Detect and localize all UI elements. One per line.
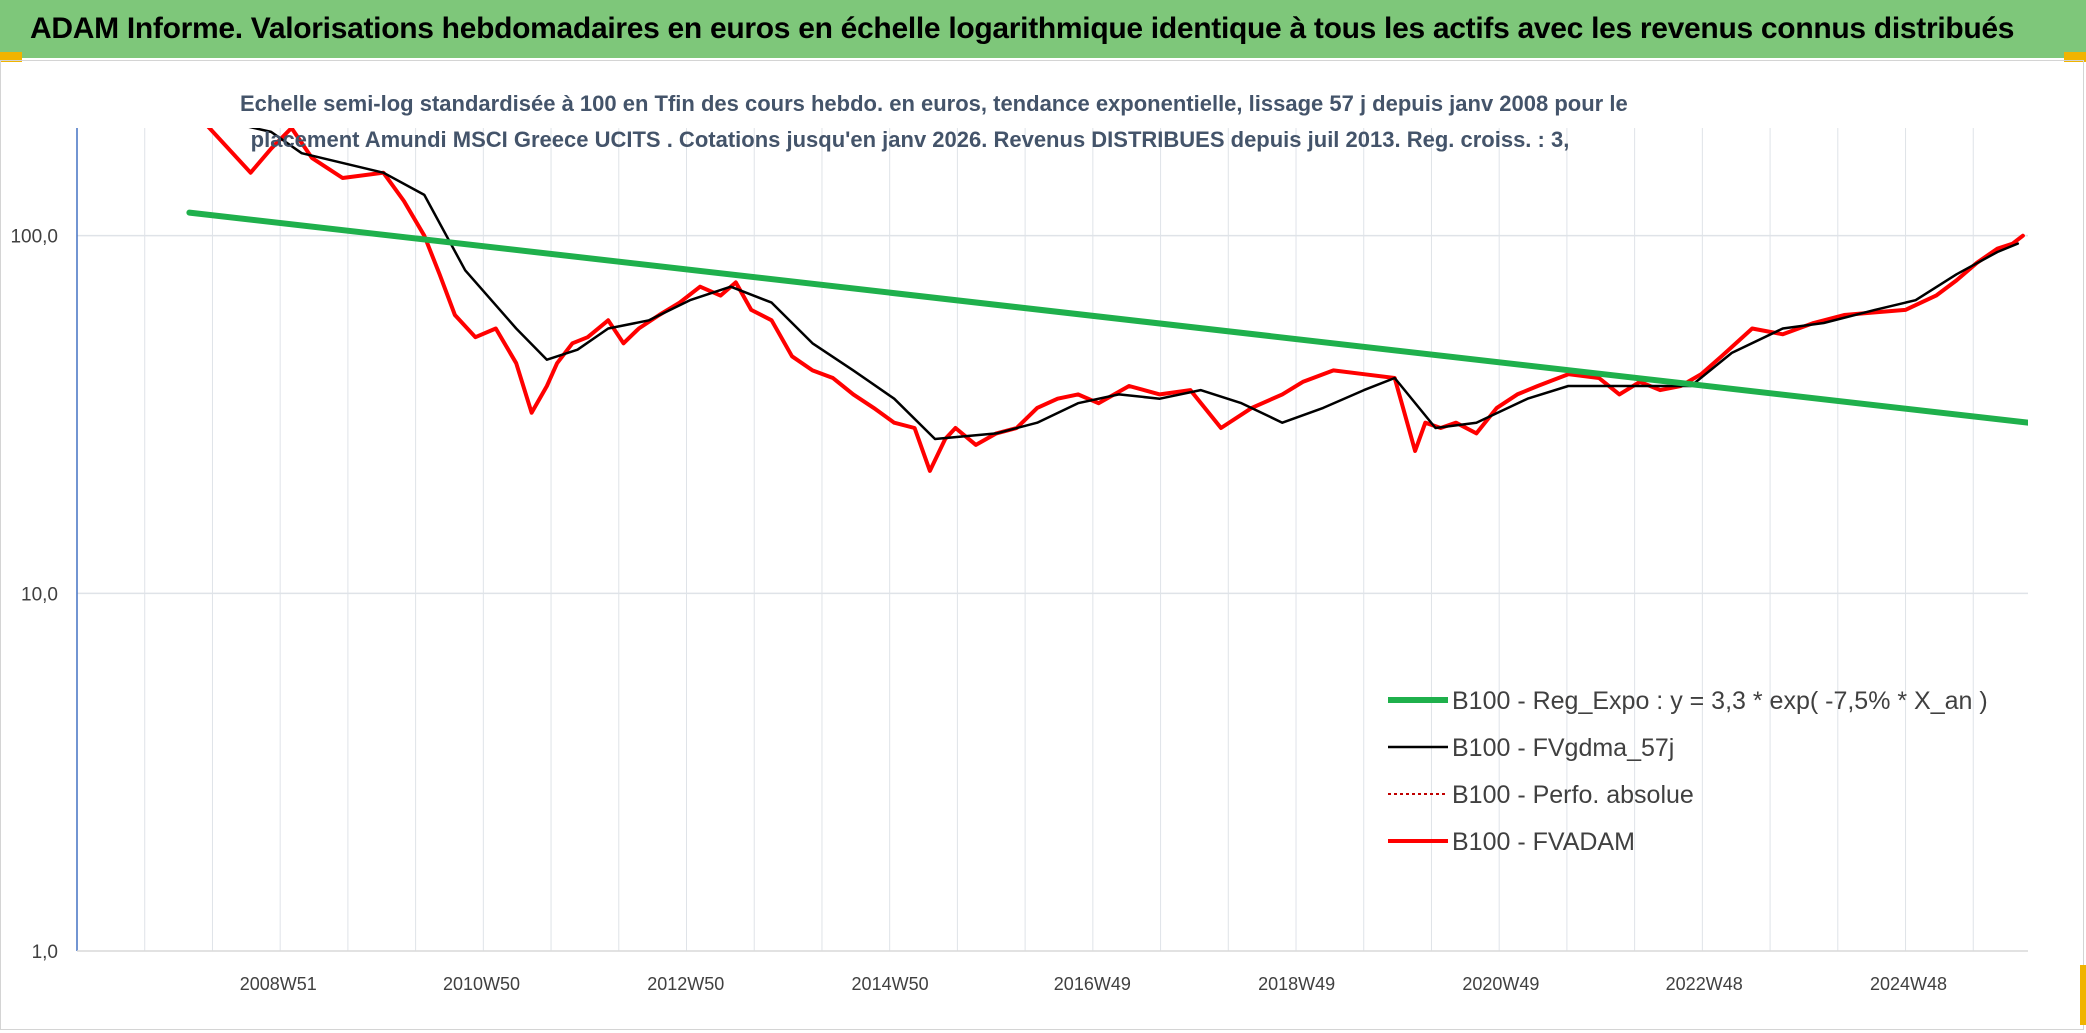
legend-label: B100 - FVADAM <box>1452 828 1635 856</box>
series-line <box>248 128 2020 441</box>
x-tick-label: 2022W48 <box>1666 974 1743 994</box>
legend: B100 - Reg_Expo : y = 3,3 * exp( -7,5% *… <box>1388 687 1988 856</box>
x-tick-label: 2014W50 <box>852 974 929 994</box>
subtitle-line-2: placement Amundi MSCI Greece UCITS . Cot… <box>250 127 1570 152</box>
legend-label: B100 - FVgdma_57j <box>1452 734 1674 762</box>
x-tick-label: 2008W51 <box>240 974 317 994</box>
y-tick-label: 100,0 <box>10 227 58 248</box>
x-tick-label: 2020W49 <box>1462 974 1539 994</box>
y-tick-label: 10,0 <box>21 584 58 605</box>
x-tick-label: 2016W49 <box>1054 974 1131 994</box>
x-tick-label: 2010W50 <box>443 974 520 994</box>
series-line <box>206 128 2025 473</box>
legend-label: B100 - Perfo. absolue <box>1452 781 1694 809</box>
axes: 1,0 10,0 100,0 2008W51 2010W50 2012W50 2014W50… <box>10 128 2028 994</box>
subtitle-line-1: Echelle semi-log standardisée à 100 en T… <box>240 91 1628 116</box>
chart-subtitle: Echelle semi-log standardisée à 100 en T… <box>240 86 1628 158</box>
chart-frame <box>0 60 2084 1030</box>
x-tick-label: 2024W48 <box>1870 974 1947 994</box>
legend-label: B100 - Reg_Expo : y = 3,3 * exp( -7,5% *… <box>1452 687 1988 715</box>
report-title: ADAM Informe. Valorisations hebdomadaire… <box>0 0 2086 58</box>
y-tick-label: 1,0 <box>32 942 58 963</box>
grid-lines <box>76 128 2028 951</box>
corner-mark-left <box>0 52 22 62</box>
corner-mark-right <box>2064 52 2086 62</box>
series-layer <box>186 128 2028 473</box>
side-mark-right <box>2080 965 2086 1025</box>
x-tick-label: 2018W49 <box>1258 974 1335 994</box>
series-line <box>186 209 2028 426</box>
x-tick-label: 2012W50 <box>647 974 724 994</box>
